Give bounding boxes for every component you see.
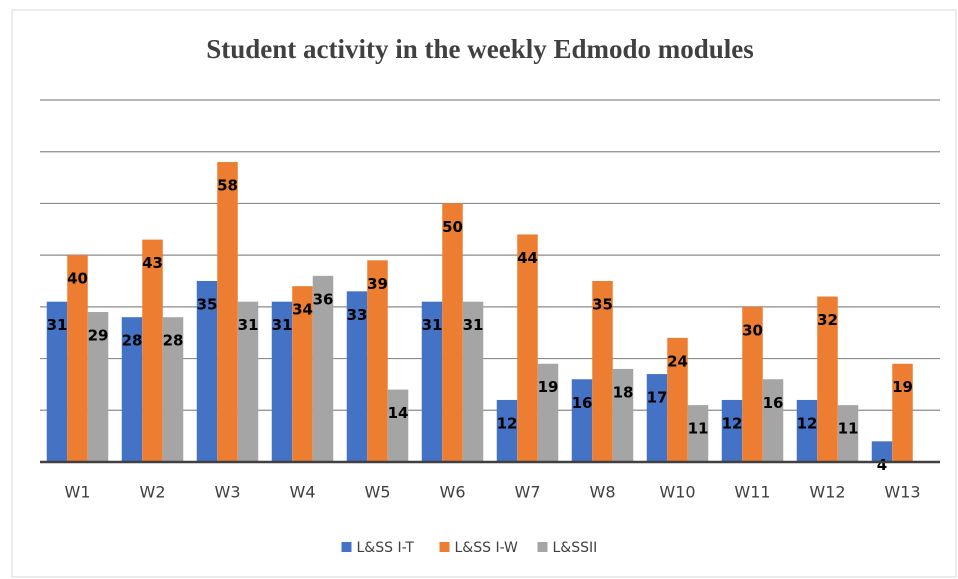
data-label: 28	[122, 332, 143, 350]
data-label: 14	[388, 404, 409, 422]
data-label: 39	[367, 275, 388, 293]
bar	[217, 162, 238, 463]
data-label: 30	[742, 321, 763, 339]
data-label: 43	[142, 254, 163, 272]
bar	[462, 301, 484, 462]
data-label: 4	[877, 456, 887, 474]
bar	[687, 405, 709, 462]
bar	[892, 363, 913, 462]
data-label: 17	[647, 389, 668, 407]
data-label: 33	[347, 306, 368, 324]
bar	[421, 301, 443, 462]
bar	[67, 255, 88, 462]
x-tick-label: W8	[590, 483, 616, 502]
data-label: 40	[67, 270, 88, 288]
bar	[796, 399, 818, 462]
bar	[742, 306, 763, 462]
chart-title: Student activity in the weekly Edmodo mo…	[206, 34, 754, 64]
bar	[762, 379, 784, 462]
x-tick-label: W11	[734, 483, 770, 502]
bar	[121, 317, 143, 462]
bar	[667, 337, 688, 462]
bar	[237, 301, 259, 462]
data-label: 16	[763, 394, 784, 412]
data-label: 16	[572, 394, 593, 412]
bar	[517, 234, 538, 462]
bar	[87, 312, 109, 462]
x-tick-label: W10	[659, 483, 695, 502]
legend-label: L&SS I-T	[357, 540, 415, 556]
bar	[537, 363, 559, 462]
data-label: 35	[197, 296, 218, 314]
bar	[871, 441, 893, 462]
legend-swatch	[341, 542, 352, 552]
legend-label: L&SSII	[553, 540, 598, 556]
legend-swatch	[537, 542, 548, 552]
x-tick-label: W1	[65, 483, 91, 502]
data-label: 35	[592, 296, 613, 314]
data-label: 31	[272, 316, 293, 334]
data-label: 12	[722, 414, 743, 432]
bar	[442, 203, 463, 462]
chart-frame	[11, 9, 957, 578]
bar	[571, 379, 593, 462]
data-label: 31	[463, 316, 484, 334]
bar	[817, 296, 838, 462]
data-label: 28	[163, 332, 184, 350]
x-tick-label: W5	[365, 483, 391, 502]
data-label: 50	[442, 218, 463, 236]
data-label: 24	[667, 352, 688, 370]
data-label: 31	[47, 316, 68, 334]
bar	[367, 260, 388, 462]
bar	[496, 399, 518, 462]
bar	[592, 281, 613, 462]
data-label: 31	[422, 316, 443, 334]
bar	[612, 368, 634, 462]
x-tick-label: W6	[440, 483, 466, 502]
data-label: 12	[497, 414, 518, 432]
x-tick-label: W4	[290, 483, 316, 502]
data-label: 44	[517, 249, 538, 267]
data-label: 36	[313, 290, 334, 308]
data-label: 31	[238, 316, 259, 334]
bar	[292, 286, 313, 462]
data-label: 58	[217, 177, 238, 195]
x-tick-label: W13	[884, 483, 920, 502]
bar	[312, 275, 334, 462]
bar	[646, 374, 668, 462]
data-label: 32	[817, 311, 838, 329]
bar	[142, 239, 163, 462]
bar	[46, 301, 68, 462]
bar	[196, 281, 218, 462]
data-label: 19	[538, 378, 559, 396]
bar	[162, 317, 184, 462]
data-label: 34	[292, 301, 313, 319]
legend-label: L&SS I-W	[455, 540, 519, 556]
data-label: 18	[613, 383, 634, 401]
data-label: 11	[838, 420, 859, 438]
bar	[346, 291, 368, 462]
bar	[387, 389, 409, 462]
bar	[721, 399, 743, 462]
x-tick-label: W12	[809, 483, 845, 502]
data-label: 19	[892, 378, 913, 396]
x-tick-label: W2	[140, 483, 166, 502]
legend-swatch	[439, 542, 450, 552]
x-tick-label: W7	[515, 483, 541, 502]
bar	[271, 301, 293, 462]
bar	[837, 405, 859, 462]
data-label: 11	[688, 420, 709, 438]
data-label: 29	[88, 327, 109, 345]
data-label: 12	[797, 414, 818, 432]
x-tick-label: W3	[215, 483, 241, 502]
